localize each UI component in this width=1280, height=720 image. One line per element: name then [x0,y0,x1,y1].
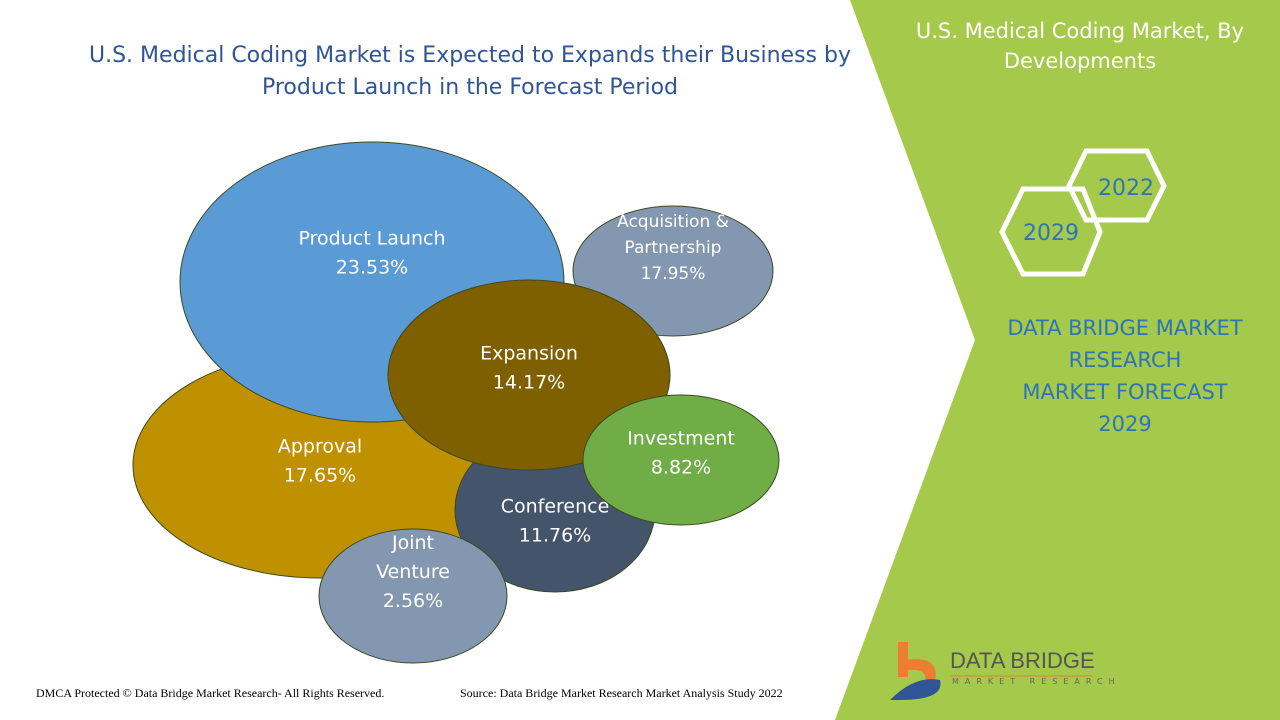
bubble-name-label: Partnership [625,238,722,258]
bubble-value-label: 14.17% [493,372,565,394]
hexagon-2022 [1066,148,1167,223]
bubble-name-label: Expansion [480,343,578,365]
logo-name: DATA BRIDGE [950,648,1095,673]
bubble-name-label: Conference [501,496,610,518]
forecast-line: DATA BRIDGE MARKET [1007,316,1243,340]
logo-icon [890,642,941,700]
bubble-value-label: 8.82% [651,457,711,479]
forecast-text: DATA BRIDGE MARKET RESEARCH MARKET FOREC… [985,312,1265,440]
bubble-value-label: 2.56% [383,590,443,612]
green-panel [835,0,1280,720]
bubble-acquisition-partnership [572,205,774,337]
bubble-value-label: 23.53% [336,257,408,279]
year-2029: 2029 [1023,221,1079,246]
source-note: Source: Data Bridge Market Research Mark… [460,686,783,700]
bubble-name-label: Acquisition & [617,212,729,232]
page-title: U.S. Medical Coding Market is Expected t… [89,43,851,100]
dmca-notice: DMCA Protected © Data Bridge Market Rese… [36,686,385,700]
bubble-value-label: 17.65% [284,465,356,487]
forecast-line: MARKET FORECAST [1022,380,1228,404]
bubble-joint-venture [318,528,508,664]
bubble-name-label: Product Launch [299,228,446,250]
bubble-value-label: 11.76% [519,525,591,547]
bubble-investment [582,394,780,526]
logo-tagline: MARKET RESEARCH [952,677,1121,686]
hexagons [999,148,1167,277]
year-2022: 2022 [1098,176,1154,201]
hexagon-2029 [999,186,1103,277]
forecast-line: 2029 [1098,412,1152,436]
bubble-name-label: Joint [391,532,434,554]
side-title: U.S. Medical Coding Market, By Developme… [915,19,1245,73]
bubble-expansion [387,279,671,471]
bubble-name-label: Investment [627,428,735,450]
forecast-line: RESEARCH [1068,348,1182,372]
bubble-chart: Approval 17.65% Product Launch 23.53% Acquis… [132,141,780,664]
bubble-name-label: Venture [376,561,450,583]
bubble-name-label: Approval [278,436,362,458]
bubble-value-label: 17.95% [641,264,706,284]
